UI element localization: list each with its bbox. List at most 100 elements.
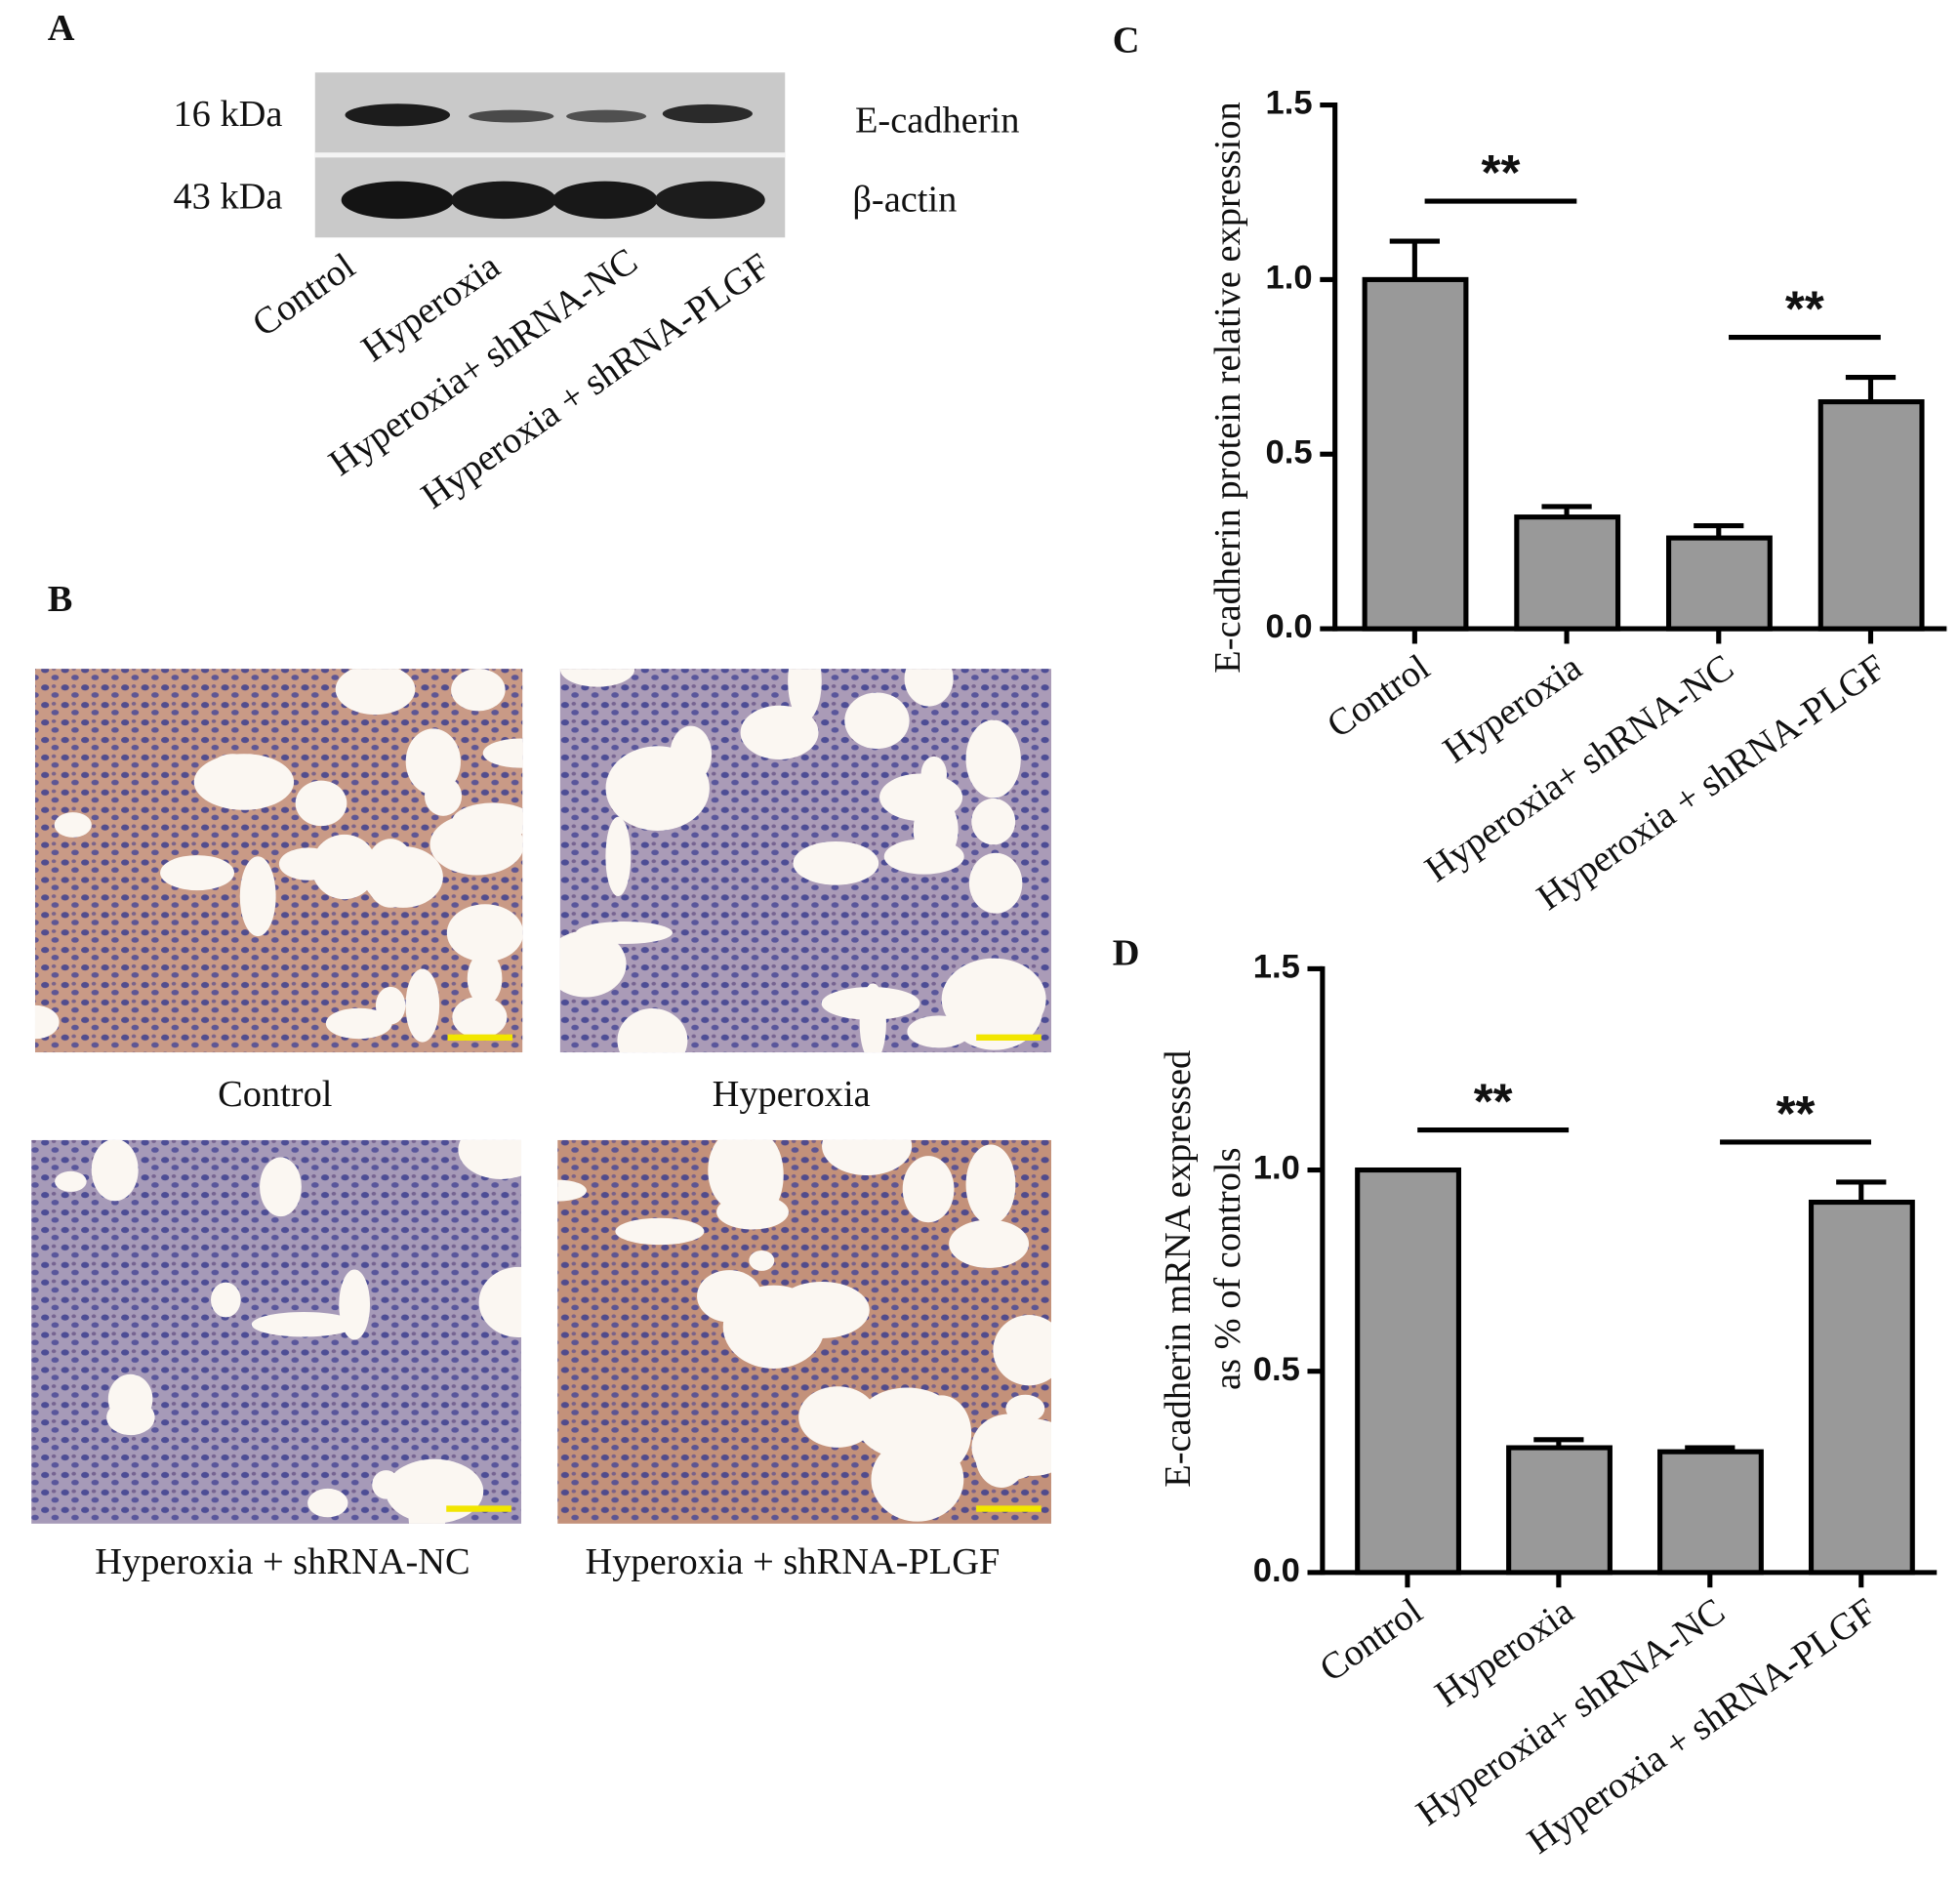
blot-band bbox=[566, 109, 647, 123]
histology-image bbox=[31, 1139, 522, 1524]
alveolus bbox=[307, 1488, 348, 1518]
marker-label: 43 kDa bbox=[173, 177, 282, 218]
histology-image bbox=[559, 669, 1051, 1053]
significance-label: ** bbox=[1776, 1086, 1816, 1141]
alveolus bbox=[467, 952, 503, 1005]
image-caption: Hyperoxia + shRNA-NC bbox=[95, 1541, 470, 1582]
alveolus bbox=[251, 1312, 356, 1337]
bar bbox=[1665, 535, 1773, 632]
alveolus bbox=[260, 1157, 302, 1217]
image-caption: Hyperoxia + shRNA-PLGF bbox=[585, 1541, 1000, 1582]
alveolus bbox=[968, 852, 1023, 914]
x-tick-label: Control bbox=[1313, 1590, 1430, 1690]
protein-label: E-cadherin bbox=[855, 101, 1019, 142]
y-axis-label: as % of controls bbox=[1207, 1147, 1248, 1390]
x-tick-label: Control bbox=[1320, 647, 1437, 747]
bar bbox=[1657, 1449, 1764, 1576]
y-tick-label: 1.5 bbox=[1266, 85, 1313, 122]
alveolus bbox=[949, 1219, 1030, 1268]
alveolus bbox=[34, 1004, 60, 1040]
alveolus bbox=[372, 1470, 400, 1499]
y-axis-label: E-cadherin protein relative expression bbox=[1207, 102, 1248, 673]
alveolus bbox=[452, 802, 523, 840]
blot-band bbox=[345, 103, 451, 127]
alveolus bbox=[907, 1015, 971, 1048]
alveolus bbox=[821, 987, 920, 1020]
blot-band bbox=[552, 181, 658, 220]
significance-label: ** bbox=[1482, 144, 1521, 200]
alveolus bbox=[965, 719, 1021, 799]
alveolus bbox=[788, 669, 822, 721]
alveolus bbox=[576, 922, 673, 944]
bar bbox=[1808, 1199, 1915, 1576]
alveolus bbox=[798, 1386, 878, 1448]
y-tick-label: 1.5 bbox=[1253, 949, 1300, 986]
alveolus bbox=[993, 1315, 1051, 1386]
image-caption: Control bbox=[218, 1074, 332, 1115]
bar bbox=[1362, 276, 1469, 632]
alveolus bbox=[971, 798, 1016, 845]
alveolus bbox=[458, 1139, 522, 1179]
blot-band bbox=[451, 181, 556, 220]
y-tick-label: 1.0 bbox=[1266, 260, 1313, 297]
bar bbox=[1355, 1167, 1461, 1576]
alveolus bbox=[822, 1139, 913, 1176]
alveolus bbox=[902, 1156, 955, 1223]
histology-images bbox=[31, 669, 1051, 1524]
panel-label: D bbox=[1113, 932, 1140, 973]
y-tick-label: 0.5 bbox=[1253, 1351, 1300, 1388]
marker-label: 16 kDa bbox=[173, 94, 282, 135]
alveolus bbox=[239, 856, 276, 937]
alveolus bbox=[605, 746, 710, 831]
alveolus bbox=[559, 930, 627, 998]
alveolus bbox=[211, 1282, 241, 1318]
alveolus bbox=[363, 846, 443, 908]
alveolus bbox=[451, 669, 506, 712]
alveolus bbox=[749, 1250, 775, 1271]
alveolus bbox=[904, 669, 954, 707]
blot-separator bbox=[314, 152, 786, 158]
alveolus bbox=[879, 773, 963, 822]
alveolus bbox=[1005, 1394, 1045, 1423]
alveolus bbox=[975, 1423, 1028, 1488]
alveolus bbox=[482, 738, 523, 768]
alveolus bbox=[295, 780, 347, 827]
alveolus bbox=[965, 1144, 1016, 1225]
image-caption: Hyperoxia bbox=[713, 1074, 871, 1115]
y-axis-label: E-cadherin mRNA expressed bbox=[1158, 1050, 1199, 1488]
alveolus bbox=[844, 692, 910, 750]
alveolus bbox=[793, 840, 879, 885]
alveolus bbox=[868, 1408, 941, 1435]
alveolus bbox=[740, 705, 819, 759]
significance-label: ** bbox=[1474, 1073, 1513, 1128]
western-blot bbox=[314, 72, 786, 238]
significance-label: ** bbox=[1785, 281, 1824, 337]
panel-label: B bbox=[48, 579, 73, 620]
alveolus bbox=[559, 669, 635, 687]
histology-image bbox=[557, 1139, 1051, 1524]
bar bbox=[1514, 514, 1621, 632]
alveolus bbox=[408, 1473, 446, 1524]
alveolus bbox=[335, 669, 416, 716]
alveolus bbox=[160, 855, 234, 891]
blot-band bbox=[662, 103, 753, 124]
histology-image bbox=[34, 669, 523, 1053]
alveolus bbox=[708, 1139, 760, 1209]
alveolus bbox=[55, 1170, 87, 1192]
alveolus bbox=[54, 812, 92, 838]
alveolus bbox=[446, 904, 523, 963]
y-tick-label: 0.5 bbox=[1266, 433, 1313, 471]
alveolus bbox=[91, 1139, 139, 1202]
alveolus bbox=[605, 816, 632, 897]
alveolus bbox=[205, 754, 261, 801]
blot-band bbox=[341, 181, 454, 220]
alveolus bbox=[774, 1281, 870, 1338]
alveolus bbox=[716, 1194, 789, 1230]
blot-band bbox=[469, 109, 554, 123]
bar bbox=[1817, 399, 1925, 632]
alveolus bbox=[941, 958, 1046, 1041]
alveolus bbox=[615, 1217, 705, 1246]
y-tick-label: 1.0 bbox=[1253, 1150, 1300, 1187]
protein-label: β-actin bbox=[852, 179, 957, 220]
